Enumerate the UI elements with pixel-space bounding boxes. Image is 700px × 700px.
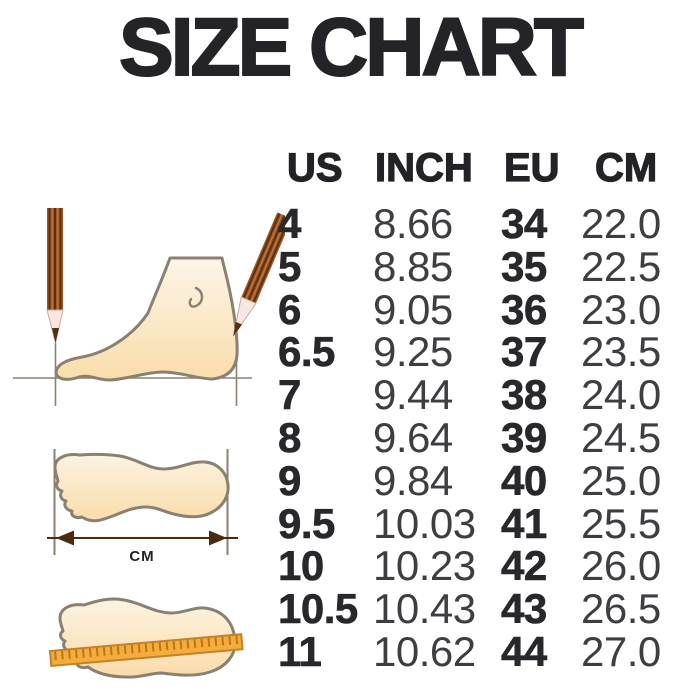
size-cell: 36	[501, 285, 548, 333]
size-cell: 8	[278, 413, 302, 461]
foot-side-outline	[54, 256, 239, 382]
footprint-outline	[53, 452, 230, 523]
page-title: SIZE CHART	[118, 2, 585, 93]
size-cell: 25.5	[581, 499, 661, 547]
size-cell: 23.5	[581, 328, 661, 376]
size-cell: 9.5	[278, 499, 336, 547]
size-cell: 11	[278, 627, 323, 675]
size-table-header: US INCH EU CM	[278, 145, 673, 203]
size-cell: 8.85	[373, 242, 453, 290]
size-cell: 22.0	[581, 200, 661, 247]
size-cell: 9.44	[373, 371, 453, 419]
ruler-icon	[48, 633, 244, 668]
size-cell: 10.03	[373, 499, 476, 547]
size-cell: 9	[278, 456, 302, 504]
size-cell: 37	[501, 328, 548, 376]
size-cell: 39	[501, 413, 548, 461]
foot-length-pencil-measure-illustration	[13, 208, 285, 406]
size-cell: 7	[278, 371, 302, 419]
size-cell: 9.25	[373, 328, 453, 376]
size-table-body: 4 8.66 34 22.0 5 8.85 35 22.5 6 9.05 36 23.0 6.5 9.25…	[278, 200, 673, 675]
size-cell: 24.5	[581, 413, 661, 461]
size-cell: 38	[501, 371, 548, 419]
size-cell: 6	[278, 285, 302, 333]
size-cell: 34	[501, 200, 548, 247]
size-cell: 9.05	[373, 285, 453, 333]
size-cell: 27.0	[581, 627, 661, 675]
column-header-eu: EU	[503, 145, 560, 190]
size-cell: 35	[501, 242, 548, 290]
column-header-inch: INCH	[374, 145, 473, 190]
size-cell: 40	[501, 456, 548, 504]
footprint-cm-arrow-illustration: CM	[47, 449, 238, 565]
size-cell: 4	[278, 200, 302, 247]
size-cell: 41	[501, 499, 548, 547]
pencil-icon	[232, 212, 285, 337]
size-cell: 8.66	[373, 200, 453, 247]
size-cell: 10	[278, 542, 325, 590]
size-cell: 6.5	[278, 328, 336, 376]
size-cell: 25.0	[581, 456, 661, 504]
size-cell: 22.5	[581, 242, 661, 290]
size-cell: 9.64	[373, 413, 453, 461]
size-cell: 10.23	[373, 542, 476, 590]
cm-arrow-label: CM	[129, 548, 154, 565]
size-cell: 43	[501, 585, 548, 633]
size-cell: 10.5	[278, 585, 359, 633]
ruler-ticks	[54, 635, 239, 661]
size-cell: 24.0	[581, 371, 661, 419]
size-cell: 10.43	[373, 585, 476, 633]
size-table: US INCH EU CM 4 8.66 34 22.0 5 8.85 35 22.5 6 9.05 36…	[278, 145, 673, 675]
size-cell: 26.5	[581, 585, 661, 633]
footprint-ruler-illustration	[48, 597, 244, 679]
column-header-cm: CM	[594, 145, 658, 190]
size-cell: 10.62	[373, 627, 476, 675]
pencil-icon	[46, 208, 64, 344]
size-cell: 42	[501, 542, 548, 590]
size-cell: 44	[501, 627, 548, 675]
size-cell: 26.0	[581, 542, 661, 590]
size-cell: 23.0	[581, 285, 661, 333]
size-cell: 9.84	[373, 456, 453, 504]
column-header-us: US	[286, 145, 343, 190]
ankle-mark	[188, 286, 204, 308]
size-cell: 5	[278, 242, 302, 290]
cm-arrow	[47, 530, 238, 546]
